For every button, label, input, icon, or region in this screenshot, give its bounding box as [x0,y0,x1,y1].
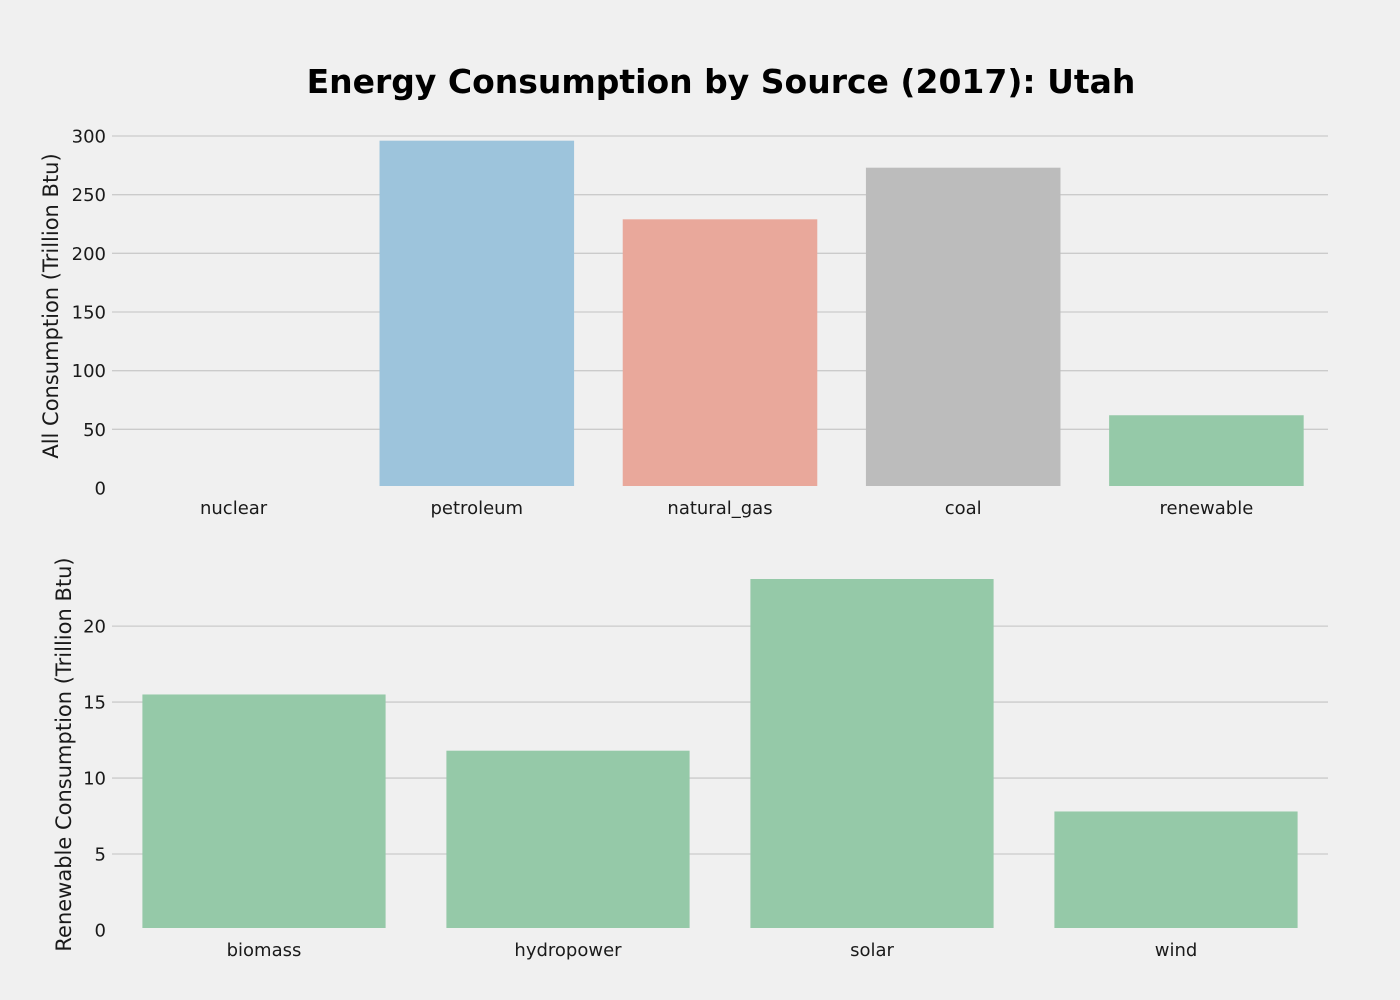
bar-natural_gas [622,219,818,486]
chart-title: Energy Consumption by Source (2017): Uta… [307,62,1136,101]
y-tick-label: 150 [72,303,106,324]
x-tick-label: wind [1155,940,1198,961]
bar-wind [1054,811,1298,928]
x-tick-label: biomass [227,940,302,961]
panel-all-consumption: 0 50 100 150 200 250 300 nuclear petroleum natura… [39,127,1328,519]
y-axis-label: Renewable Consumption (Trillion Btu) [52,557,76,951]
y-tick-label: 100 [72,361,106,382]
y-tick-label: 300 [72,127,106,148]
y-tick-label: 5 [95,845,106,866]
y-tick-label: 200 [72,244,106,265]
x-tick-label: coal [945,498,982,519]
x-tick-label: nuclear [200,498,268,519]
y-tick-label: 250 [72,185,106,206]
bar-hydropower [446,750,690,928]
x-tick-label: solar [850,940,894,961]
y-tick-label: 50 [83,420,106,441]
y-axis-label: All Consumption (Trillion Btu) [39,153,63,458]
x-tick-label: hydropower [514,940,622,961]
x-tick-label: natural_gas [667,498,772,519]
bar-biomass [142,694,386,928]
y-tick-label: 0 [95,479,106,500]
panel-renewable-consumption: 0 5 10 15 20 biomass hydropower solar wind Renewa… [52,557,1328,961]
x-tick-label: petroleum [431,498,524,519]
bar-solar [750,579,994,928]
x-tick-label: renewable [1159,498,1253,519]
y-tick-label: 10 [83,769,106,790]
y-tick-label: 0 [95,921,106,942]
bar-coal [865,167,1061,486]
y-tick-label: 20 [83,617,106,638]
bar-renewable [1109,415,1304,486]
y-tick-label: 15 [83,693,106,714]
bar-petroleum [379,140,575,486]
